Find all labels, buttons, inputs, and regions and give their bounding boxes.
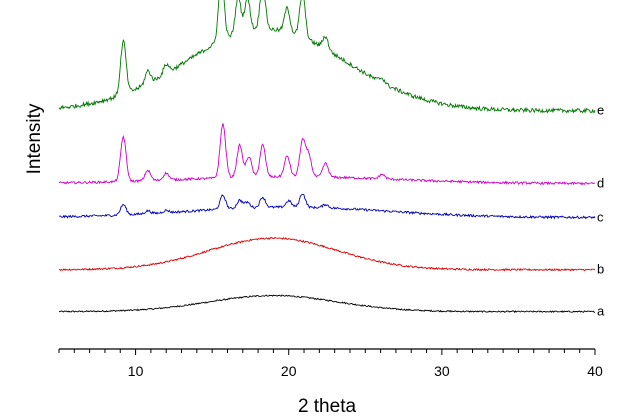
y-axis-title: Intensity: [24, 103, 45, 174]
series-label-e: e: [597, 103, 604, 118]
series-line-c: [58, 193, 596, 220]
series-label-layer: a b c d e: [597, 103, 605, 319]
x-tick-label: 10: [128, 363, 144, 379]
x-tick-label: 30: [434, 363, 450, 379]
series-line-b: [59, 236, 596, 272]
series-label-c: c: [597, 209, 604, 224]
x-tick-label: 20: [281, 363, 297, 379]
x-tick-label: 40: [587, 363, 603, 379]
x-axis-title: 2 theta: [298, 396, 357, 417]
series-layer: [58, 0, 596, 314]
series-line-a: [58, 294, 595, 314]
series-line-e: [58, 0, 596, 114]
series-line-d: [58, 123, 596, 186]
series-label-b: b: [597, 262, 604, 277]
series-label-a: a: [597, 304, 605, 319]
x-tick-layer: 10 20 30 40: [58, 349, 603, 379]
series-label-d: d: [597, 176, 604, 191]
